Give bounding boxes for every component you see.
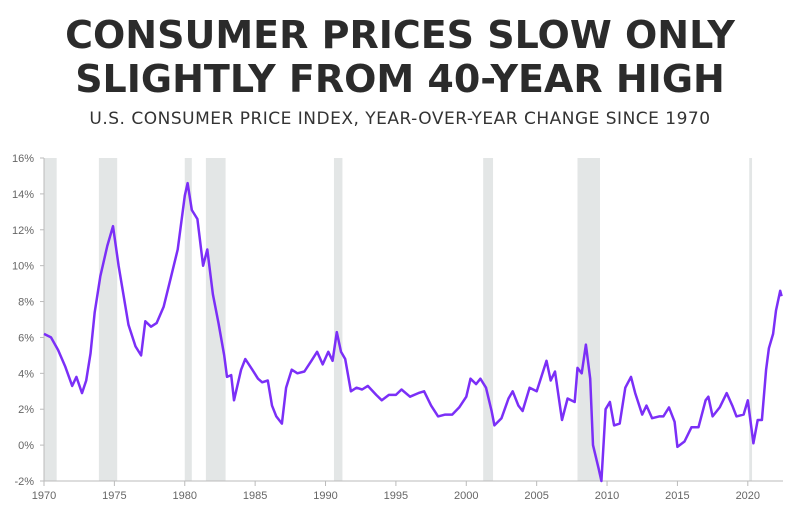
chart-title: SLIGHTLY FROM 40-YEAR HIGH xyxy=(75,57,725,101)
y-tick-label: 16% xyxy=(12,153,34,165)
y-tick-label: -2% xyxy=(14,476,34,488)
x-tick-label: 1980 xyxy=(173,490,197,502)
y-tick-label: 12% xyxy=(12,225,34,237)
recession-band xyxy=(98,158,118,481)
x-tick-label: 2000 xyxy=(454,490,478,502)
x-tick-label: 1975 xyxy=(102,490,126,502)
cpi-line xyxy=(43,181,783,483)
x-tick-label: 2015 xyxy=(665,490,689,502)
chart-subtitle: U.S. CONSUMER PRICE INDEX, YEAR-OVER-YEA… xyxy=(89,109,710,129)
x-tick-label: 2005 xyxy=(524,490,548,502)
recession-band xyxy=(44,158,57,481)
y-tick-label: 4% xyxy=(18,368,34,380)
recession-band xyxy=(333,158,343,481)
x-tick-label: 1985 xyxy=(243,490,267,502)
recession-band xyxy=(205,158,226,481)
y-tick-label: 14% xyxy=(12,189,34,201)
x-tick-label: 1970 xyxy=(32,490,56,502)
y-tick-label: 0% xyxy=(18,440,34,452)
x-tick-label: 1995 xyxy=(384,490,408,502)
recession-band xyxy=(483,158,494,481)
chart-title: CONSUMER PRICES SLOW ONLY xyxy=(65,13,735,57)
y-tick-label: 6% xyxy=(18,332,34,344)
x-tick-label: 2010 xyxy=(595,490,619,502)
x-tick-label: 1990 xyxy=(313,490,337,502)
x-tick-label: 2020 xyxy=(736,490,760,502)
recession-band xyxy=(577,158,601,481)
y-tick-label: 10% xyxy=(12,261,34,273)
recession-band xyxy=(184,158,192,481)
y-tick-label: 8% xyxy=(18,297,34,309)
y-tick-label: 2% xyxy=(18,404,34,416)
recession-band xyxy=(749,158,753,481)
